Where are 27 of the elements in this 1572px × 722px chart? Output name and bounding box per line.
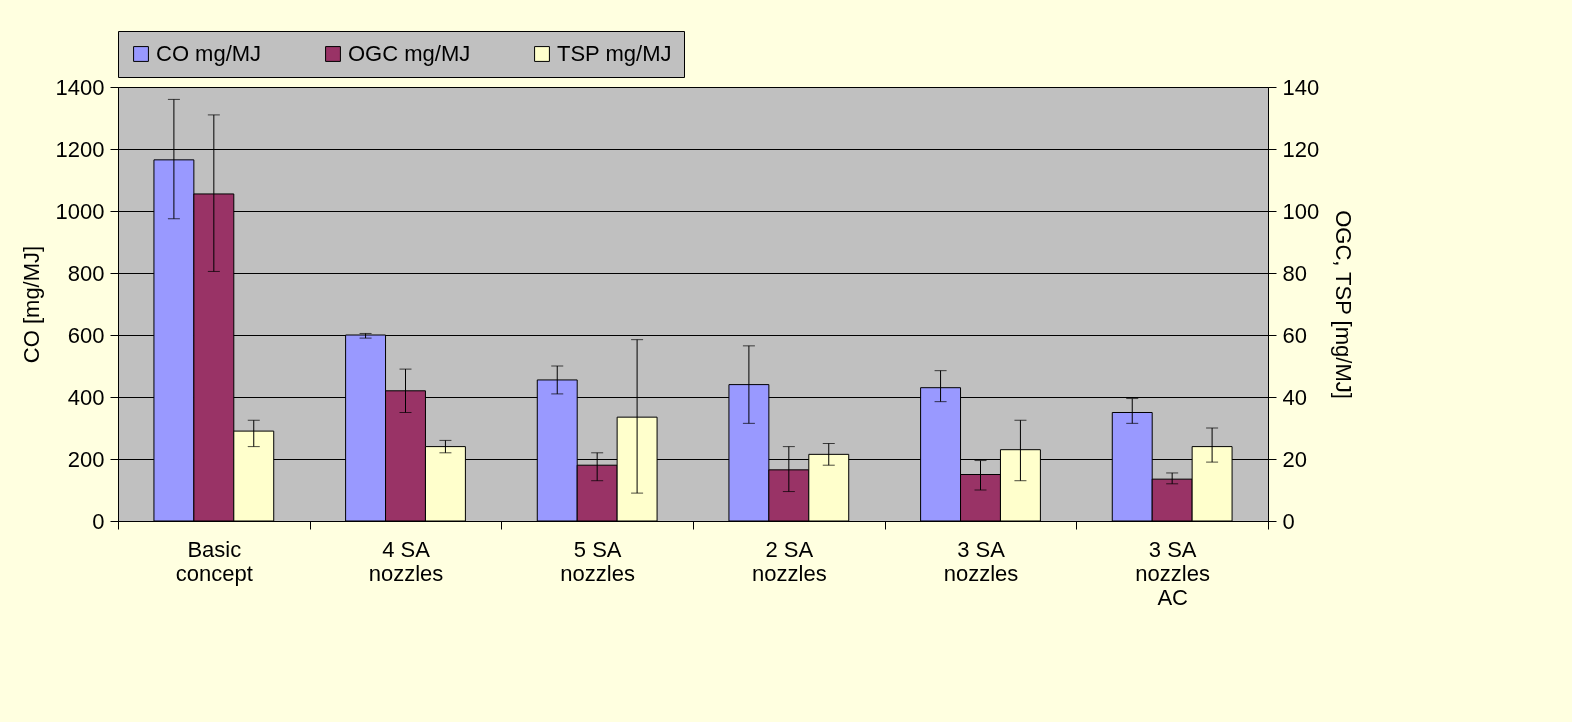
y2-tick-label: 40	[1282, 384, 1307, 410]
x-tick-label: 2 SA nozzles	[752, 536, 827, 586]
y-tick-label: 1200	[55, 136, 105, 162]
y2-tick-label: 0	[1282, 508, 1295, 534]
y2-tick-label: 120	[1282, 136, 1320, 162]
y-tick-label: 600	[67, 322, 105, 348]
x-tick-label: 3 SA nozzles	[943, 536, 1019, 586]
y-tick-label: 200	[67, 446, 105, 472]
y-axis-title: CO [mg/MJ]	[18, 245, 44, 364]
legend-label: OGC mg/MJ	[348, 41, 471, 66]
legend-label: TSP mg/MJ	[557, 41, 672, 66]
x-tick-label: 3 SA nozzles AC	[1135, 536, 1210, 610]
y-tick-label: 800	[67, 260, 105, 286]
y2-tick-label: 60	[1282, 322, 1307, 348]
x-tick-label: Basic concept	[175, 536, 253, 586]
x-tick-label: 4 SA nozzles	[368, 536, 444, 586]
y-tick-label: 0	[92, 508, 105, 534]
y2-tick-label: 100	[1282, 198, 1320, 224]
y-tick-label: 400	[67, 384, 105, 410]
y2-tick-label: 140	[1282, 74, 1320, 100]
y-tick-label: 1400	[55, 74, 105, 100]
y-tick-label: 1000	[55, 198, 105, 224]
y2-tick-label: 80	[1282, 260, 1307, 286]
legend-label: CO mg/MJ	[156, 41, 262, 66]
x-tick-label: 5 SA nozzles	[560, 536, 635, 586]
y2-axis-title: OGC, TSP [mg/MJ]	[1331, 210, 1357, 399]
y2-tick-label: 20	[1282, 446, 1307, 472]
